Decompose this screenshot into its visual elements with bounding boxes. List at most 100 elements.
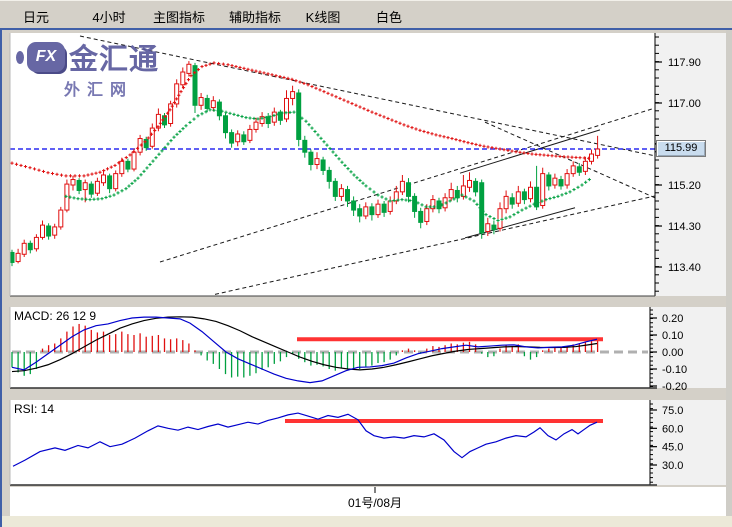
- candle: [338, 188, 344, 197]
- logo: FX 金汇通 外汇网: [16, 36, 159, 100]
- candle: [113, 173, 119, 190]
- candle: [473, 180, 479, 193]
- chart-background: [0, 30, 732, 527]
- candle: [192, 65, 198, 106]
- candle: [253, 121, 259, 130]
- candle: [107, 175, 113, 190]
- candle: [320, 159, 326, 171]
- candle: [369, 206, 375, 216]
- fx-badge-icon: FX: [27, 42, 65, 72]
- candle: [284, 97, 289, 120]
- axis-tick-label: -0.10: [662, 364, 687, 376]
- candle: [589, 153, 594, 162]
- candle: [52, 226, 58, 236]
- candle: [497, 208, 503, 229]
- candle: [351, 200, 357, 211]
- candle: [515, 191, 521, 204]
- candle: [223, 115, 228, 134]
- axis-tick-label: 0.20: [662, 313, 683, 325]
- candle: [204, 97, 210, 109]
- candle: [521, 191, 527, 201]
- candle: [546, 174, 552, 187]
- axis-tick-label: 114.30: [668, 221, 701, 233]
- candle: [70, 179, 76, 186]
- candle: [467, 179, 472, 188]
- trendline: [484, 121, 655, 199]
- candle: [454, 189, 460, 199]
- candle: [82, 182, 88, 191]
- menu-item-chart-type[interactable]: K线图: [305, 10, 341, 25]
- menu-item-sub-indicator[interactable]: 辅助指标: [228, 10, 282, 25]
- candle: [229, 132, 235, 144]
- axis-tick-label: 30.0: [662, 460, 683, 472]
- candle: [46, 225, 52, 237]
- logo-brand-text: 金汇通: [69, 44, 160, 76]
- candle: [528, 186, 533, 200]
- candle: [174, 83, 180, 105]
- candle: [15, 252, 21, 263]
- logo-sub-text: 外汇网: [64, 82, 134, 99]
- axis-tick-label: 117.90: [668, 57, 701, 69]
- candle: [412, 195, 418, 212]
- logo-dot-icon: [16, 50, 24, 64]
- candle: [381, 203, 387, 213]
- candle: [393, 191, 399, 202]
- rsi-axis: 75.0 60.0 45.0 30.0: [9, 400, 683, 486]
- candle: [216, 101, 222, 117]
- candle: [406, 182, 411, 197]
- menu-item-symbol[interactable]: 日元: [22, 10, 50, 25]
- macd-dif-line: [11, 316, 598, 384]
- candle: [101, 174, 106, 184]
- macd-axis: 0.20 0.10 0.00 -0.10 -0.20: [9, 307, 687, 393]
- axis-tick-label: -0.20: [662, 381, 687, 393]
- menu-item-color-scheme[interactable]: 白色: [375, 10, 403, 25]
- macd-panel: [11, 316, 648, 384]
- candle: [375, 203, 381, 216]
- macd-dea-line: [11, 316, 598, 373]
- current-price-tag: 115.99: [656, 140, 706, 157]
- candle: [88, 183, 94, 195]
- candle: [485, 223, 491, 232]
- axis-tick-label: 113.40: [668, 262, 701, 274]
- candle: [558, 179, 564, 187]
- candle: [424, 208, 430, 222]
- macd-label: MACD: 26 12 9: [14, 309, 97, 323]
- candle: [271, 111, 277, 123]
- candle: [235, 133, 241, 143]
- ma-slow-dotted-red: [10, 61, 591, 178]
- candle: [265, 116, 271, 125]
- candle: [595, 148, 601, 156]
- x-axis-date-label: 01号/08月: [347, 496, 403, 510]
- axis-tick-label: 75.0: [662, 405, 683, 417]
- menu-bar: 日元 4小时 主图指标 辅助指标 K线图 白色: [0, 0, 732, 30]
- candle: [570, 165, 576, 175]
- candle: [345, 189, 350, 202]
- candle: [186, 63, 192, 74]
- menu-item-timeframe[interactable]: 4小时: [92, 10, 126, 25]
- candle: [33, 236, 39, 250]
- candle: [540, 173, 546, 207]
- rsi-line: [12, 412, 598, 467]
- candle: [302, 139, 308, 153]
- candle: [448, 189, 454, 199]
- menu-item-main-indicator[interactable]: 主图指标: [152, 10, 206, 25]
- axis-tick-label: 60.0: [662, 423, 683, 435]
- candle: [576, 166, 582, 173]
- candle: [418, 210, 424, 223]
- candle: [332, 180, 338, 197]
- candle: [210, 100, 216, 109]
- candle: [76, 179, 82, 191]
- candle: [247, 128, 253, 141]
- candle: [21, 242, 27, 255]
- candle: [168, 103, 174, 125]
- axis-tick-label: 45.0: [662, 442, 683, 454]
- candle: [399, 180, 405, 193]
- candle: [290, 91, 296, 99]
- candle: [94, 180, 100, 194]
- candle: [326, 169, 332, 182]
- candle: [363, 206, 369, 217]
- candle: [357, 208, 363, 217]
- candle: [460, 185, 466, 197]
